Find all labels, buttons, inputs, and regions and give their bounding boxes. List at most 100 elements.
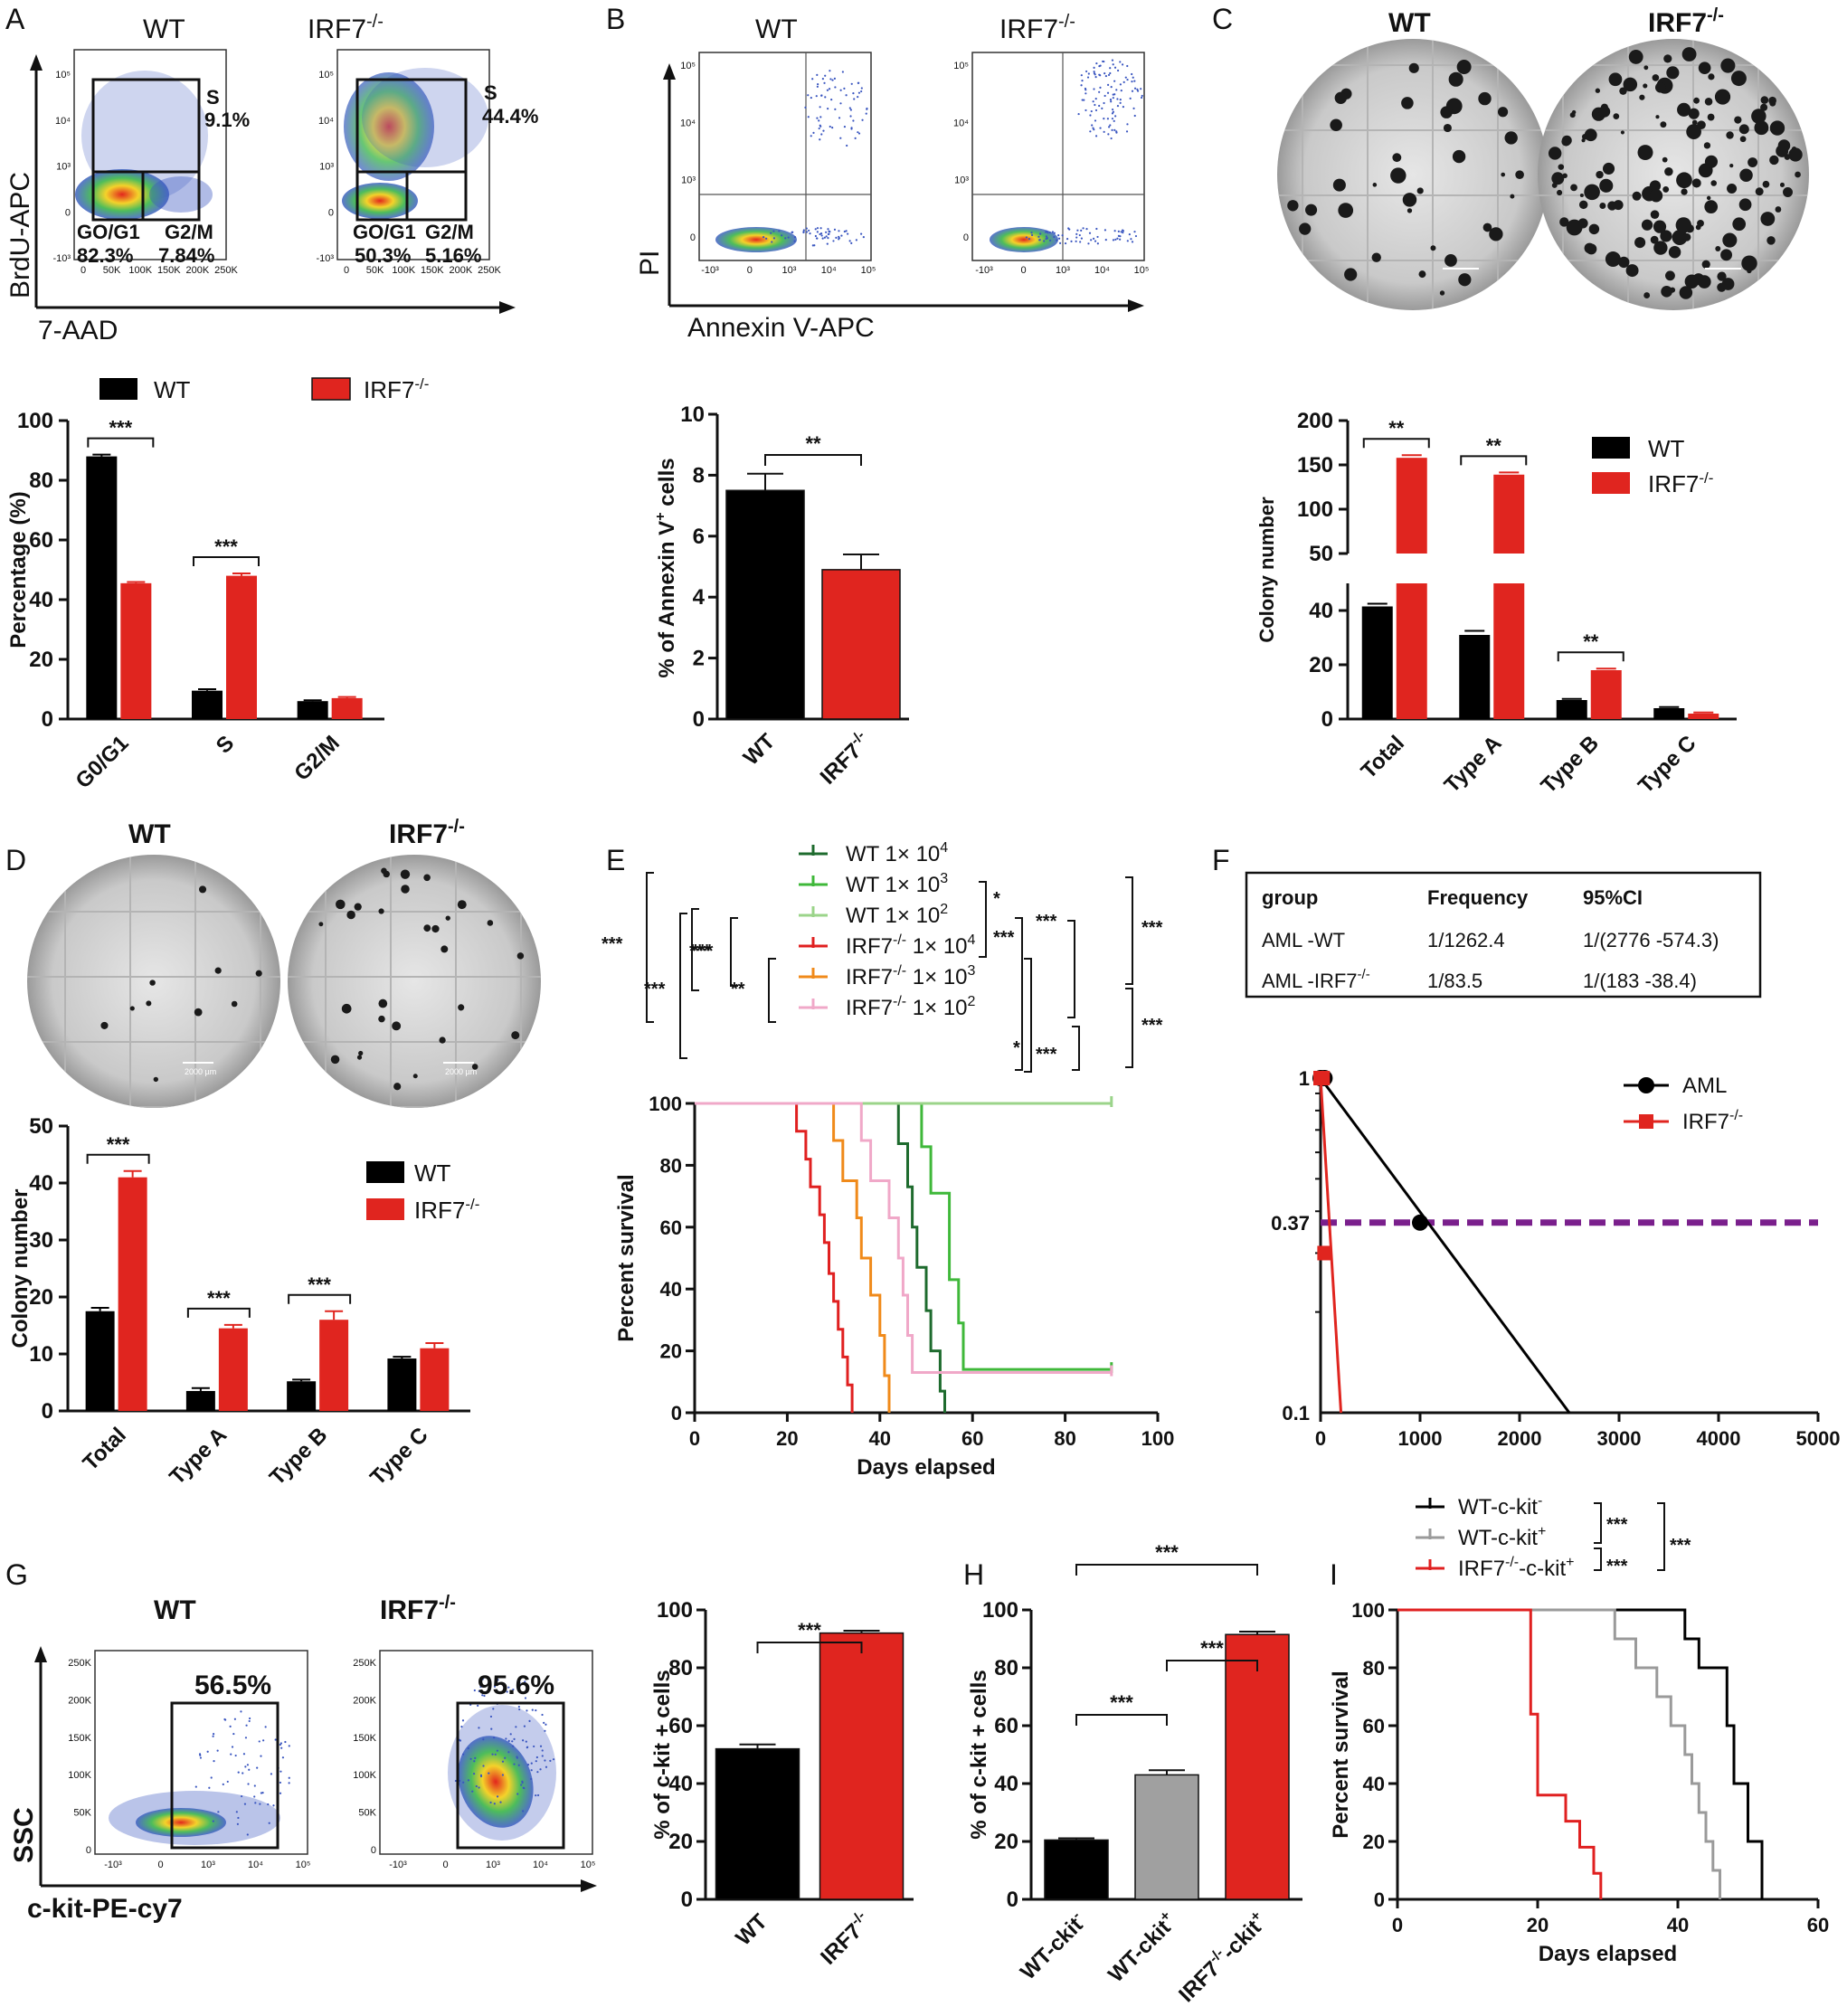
legend-label-ko: IRF7-/- [414,1196,479,1224]
flow-event-dot [505,1737,507,1740]
flow-event-dot [814,228,817,231]
flow-event-dot [850,241,853,244]
flow-event-dot [236,1822,239,1825]
x-tick-label: 2000 [1498,1427,1542,1450]
significance-bracket [1075,1714,1168,1726]
flow-event-dot [1113,128,1116,131]
y-tick-label: 10 [29,1342,53,1367]
flow-event-dot [1091,124,1094,127]
flow-event-dot [817,83,819,86]
colony [346,910,355,920]
flow-event-dot [857,131,859,134]
flow-event-dot [478,1786,480,1789]
flow-event-dot [1133,87,1137,90]
flow-event-dot [1085,109,1087,112]
flow-event-dot [244,1765,247,1768]
flow-tick-label: 10⁵ [318,70,334,80]
flow-event-dot [1085,89,1087,91]
flow-tick-label: -10³ [104,1860,122,1870]
significance-label: *** [644,980,666,999]
flow-event-dot [1103,118,1105,120]
flow-event-dot [473,1760,476,1763]
colony [412,1074,418,1079]
flow-event-dot [530,1769,533,1772]
flow-event-dot [530,1777,533,1781]
flow-event-dot [838,117,841,119]
colony [1714,89,1731,105]
x-tick-label: WT [731,1909,772,1951]
flow-tick-label: 0 [86,1845,91,1856]
legend-label: IRF7-/- [1682,1108,1743,1134]
flow-event-dot [819,227,822,230]
colony [401,885,410,894]
colony [1708,73,1715,80]
flow-event-dot [1045,231,1047,233]
y-tick-label: 40 [994,1772,1018,1796]
flow-event-dot [288,1782,290,1784]
flow-event-dot [260,1792,263,1794]
legend-label: IRF7-/--c-kit+ [1458,1555,1574,1581]
chart-b: 0 2 4 6 8 10 WT IRF7-/- ** % of Annexin V+ cells [653,402,909,790]
colony-c: WT IRF7-/- [1277,5,1809,310]
flow-event-dot [254,1802,257,1804]
flow-event-dot [810,96,812,99]
colony [1660,121,1667,128]
flow-event-dot [1115,89,1118,91]
flow-event-dot [825,231,828,233]
colony [1697,219,1704,227]
colony [1623,77,1638,92]
colony [1701,260,1710,269]
y-tick-label: 0 [693,707,705,732]
flow-tick-label: 10⁵ [1134,265,1150,276]
bar-upper [1396,458,1427,554]
flow-event-dot [828,230,830,232]
flow-event-dot [823,236,826,239]
flow-event-dot [1081,80,1084,82]
flow-event-dot [194,1785,197,1788]
f-row1-frequency: 1/1262.4 [1427,929,1505,951]
colony [1720,58,1736,73]
flow-tick-label: 10⁴ [953,118,969,128]
flow-event-dot [820,234,823,237]
y-tick-label: 80 [1363,1657,1385,1680]
flow-event-dot [1119,238,1122,241]
flow-tick-label: 200K [353,1695,376,1706]
flow-event-dot [1126,240,1129,242]
flow-event-dot [1113,80,1116,82]
data-point [1317,1245,1332,1261]
flow-event-dot [506,1690,508,1693]
flow-event-dot [518,1681,521,1684]
flow-tick-label: 150K [421,265,444,276]
flow-event-dot [543,1721,545,1724]
flow-tick-label: 50K [366,265,384,276]
bar [1134,1774,1199,1900]
x-tick-label: 0 [1392,1914,1403,1936]
colony [1666,66,1680,80]
flow-event-dot [459,1779,461,1783]
flow-event-dot [819,232,823,235]
flow-event-dot [199,1754,202,1756]
colony [1625,264,1639,278]
flow-event-dot [819,125,822,128]
flow-event-dot [1112,63,1114,66]
flow-tick-label: 10³ [486,1860,500,1870]
y-tick-label: 20 [994,1830,1018,1854]
flow-tick-label: 0 [371,1845,376,1856]
flow-event-dot [199,1756,203,1759]
flow-event-dot [1080,229,1083,232]
flow-event-dot [1114,115,1117,118]
bar [287,1381,317,1411]
flow-event-dot [1093,71,1095,73]
flow-event-dot [490,1727,493,1730]
flow-event-dot [819,106,821,109]
colony [511,1031,520,1040]
flow-event-dot [1122,232,1124,234]
colony [1504,131,1518,145]
flow-tick-label: 0 [747,265,753,276]
legend-swatch-wt [99,378,137,400]
flow-event-dot [1096,242,1099,245]
flow-event-dot [850,82,853,85]
colony [1783,187,1793,197]
flow-event-dot [1088,232,1092,234]
legend-swatch-ko [311,377,351,401]
